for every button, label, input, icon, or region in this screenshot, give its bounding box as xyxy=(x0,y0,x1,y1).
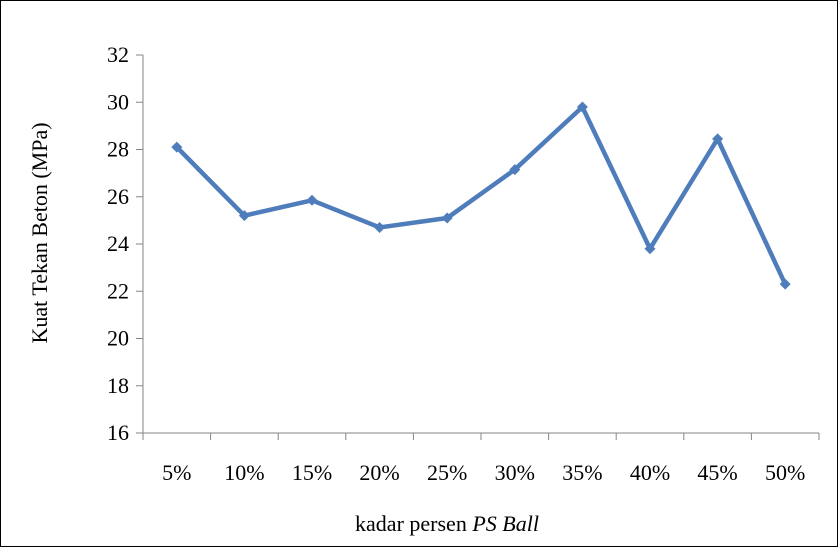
data-point-marker xyxy=(779,278,791,290)
y-tick-label: 16 xyxy=(107,420,129,445)
x-axis-title-italic: PS Ball xyxy=(471,511,539,536)
y-tick-label: 30 xyxy=(107,89,129,114)
x-tick-label: 5% xyxy=(162,460,191,485)
x-tick-label: 10% xyxy=(224,460,264,485)
x-tick-label: 15% xyxy=(292,460,332,485)
y-tick-label: 18 xyxy=(107,373,129,398)
x-tick-label: 45% xyxy=(697,460,737,485)
y-tick-label: 32 xyxy=(107,42,129,67)
x-tick-label: 30% xyxy=(495,460,535,485)
y-axis-ticks: 16 18 20 22 24 26 28 30 32 xyxy=(107,42,143,445)
data-point-marker xyxy=(374,221,386,233)
data-point-marker xyxy=(712,133,724,145)
data-point-marker xyxy=(644,243,656,255)
data-point-marker xyxy=(306,194,318,206)
y-tick-label: 20 xyxy=(107,326,129,351)
y-tick-label: 26 xyxy=(107,184,129,209)
y-tick-label: 22 xyxy=(107,278,129,303)
x-tick-label: 50% xyxy=(765,460,805,485)
x-axis-title: kadar persen PS Ball xyxy=(355,511,539,536)
x-axis-title-plain: kadar persen xyxy=(355,511,472,536)
x-tick-label: 20% xyxy=(359,460,399,485)
data-point-marker xyxy=(238,210,250,222)
y-tick-label: 24 xyxy=(107,231,129,256)
x-tick-label: 35% xyxy=(562,460,602,485)
data-point-marker xyxy=(576,101,588,113)
y-tick-label: 28 xyxy=(107,137,129,162)
data-point-marker xyxy=(441,212,453,224)
data-point-marker xyxy=(171,141,183,153)
x-tick-label: 25% xyxy=(427,460,467,485)
y-axis-title: Kuat Tekan Beton (MPa) xyxy=(27,122,52,343)
series-line xyxy=(174,104,788,287)
x-axis-ticks: 5% 10% 15% 20% 25% 30% 35% 40% 45% 50% xyxy=(142,433,820,485)
data-point-marker xyxy=(509,164,521,176)
x-tick-label: 40% xyxy=(630,460,670,485)
series-group xyxy=(171,101,791,290)
